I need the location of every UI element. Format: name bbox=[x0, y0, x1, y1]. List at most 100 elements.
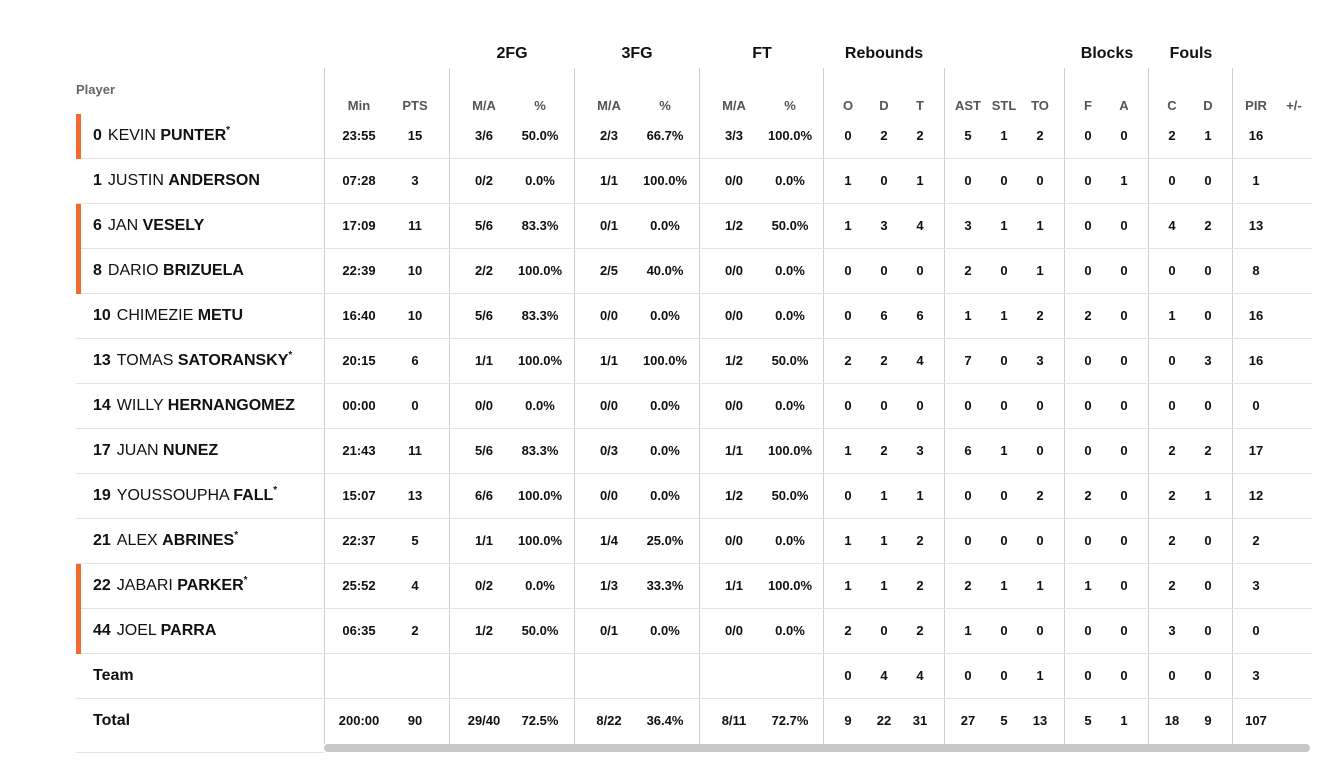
cell-blk-f: 0 bbox=[1084, 533, 1092, 548]
player-name-link[interactable]: 19 YOUSSOUPHA FALL* bbox=[93, 473, 277, 518]
player-row[interactable]: 1 JUSTIN ANDERSON 07:28 3 0/2 0.0% 1/1 100.0% 0/… bbox=[76, 158, 1312, 204]
cell-min: 21:43 bbox=[342, 443, 376, 458]
player-row[interactable]: 44 JOEL PARRA 06:35 2 1/2 50.0% 0/1 0.0% 0/0 0.0%… bbox=[76, 608, 1312, 654]
cell-to: 1 bbox=[1036, 578, 1044, 593]
cell-reb-o: 0 bbox=[844, 263, 852, 278]
cell-stl: 0 bbox=[1000, 398, 1008, 413]
player-num: 6 bbox=[93, 217, 102, 234]
player-first: JOEL bbox=[116, 622, 157, 639]
cell-ft_ma: 0/0 bbox=[724, 623, 744, 638]
cell-reb-d: 2 bbox=[880, 353, 888, 368]
header-pir[interactable]: PIR bbox=[1245, 98, 1267, 113]
player-name-link[interactable]: 8 DARIO BRIZUELA bbox=[93, 248, 244, 293]
header-reb-o[interactable]: O bbox=[842, 98, 854, 113]
header-fg2_ma[interactable]: M/A bbox=[472, 98, 496, 113]
player-row[interactable]: 0 KEVIN PUNTER* 23:55 15 3/6 50.0% 2/3 66.7% 3/3… bbox=[76, 113, 1312, 159]
cell-foul-d: 0 bbox=[1204, 263, 1212, 278]
header-min[interactable]: Min bbox=[347, 98, 371, 113]
header-blk-a[interactable]: A bbox=[1119, 98, 1129, 113]
header-foul-d[interactable]: D bbox=[1203, 98, 1213, 113]
player-name-link[interactable]: 21 ALEX ABRINES* bbox=[93, 518, 238, 563]
cell-stl: 0 bbox=[1000, 623, 1008, 638]
cell-blk-f: 0 bbox=[1084, 623, 1092, 638]
cell-fg3_pct: 100.0% bbox=[642, 353, 688, 368]
cell-fg2_pct: 83.3% bbox=[521, 218, 559, 233]
header-ft_pct[interactable]: % bbox=[784, 98, 796, 113]
cell-blk-f: 0 bbox=[1084, 173, 1092, 188]
cell-reb-t: 2 bbox=[916, 128, 924, 143]
header-fg3_ma[interactable]: M/A bbox=[597, 98, 621, 113]
cell-ft_pct: 100.0% bbox=[767, 128, 813, 143]
header-reb-d[interactable]: D bbox=[879, 98, 889, 113]
header-pts[interactable]: PTS bbox=[402, 98, 428, 113]
player-row[interactable]: 13 TOMAS SATORANSKY* 20:15 6 1/1 100.0% 1/1 100… bbox=[76, 338, 1312, 384]
header-fg2_pct[interactable]: % bbox=[534, 98, 546, 113]
player-row[interactable]: 6 JAN VESELY 17:09 11 5/6 83.3% 0/1 0.0% 1/2 50.0… bbox=[76, 203, 1312, 249]
cell-pts: 5 bbox=[411, 533, 419, 548]
cell-fg2_ma: 5/6 bbox=[474, 308, 494, 323]
cell-fg2_ma: 5/6 bbox=[474, 443, 494, 458]
cell-ast: 0 bbox=[964, 173, 972, 188]
total-row: Total 200:00 90 29/40 72.5% 8/22 36.4% 8/11 72.7… bbox=[76, 698, 1312, 743]
cell-reb-o: 0 bbox=[844, 308, 852, 323]
cell-blk-a: 0 bbox=[1120, 488, 1128, 503]
cell-pir: 16 bbox=[1248, 353, 1264, 368]
starter-marker bbox=[76, 564, 81, 609]
player-name-link[interactable]: 14 WILLY HERNANGOMEZ bbox=[93, 383, 295, 428]
cell-foul-c: 0 bbox=[1168, 263, 1176, 278]
starter-marker bbox=[76, 609, 81, 654]
cell-fg2_pct: 100.0% bbox=[517, 263, 563, 278]
player-name-link[interactable]: 10 CHIMEZIE METU bbox=[93, 293, 243, 338]
player-last: PARKER bbox=[177, 577, 244, 594]
cell-reb-t: 0 bbox=[916, 398, 924, 413]
group-3fg: 3FG bbox=[621, 45, 653, 62]
player-row[interactable]: 21 ALEX ABRINES* 22:37 5 1/1 100.0% 1/4 25.0% 0/… bbox=[76, 518, 1312, 564]
cell-ast: 6 bbox=[964, 443, 972, 458]
header-stl[interactable]: STL bbox=[991, 98, 1017, 113]
cell-fg2_ma: 1/1 bbox=[474, 533, 494, 548]
cell-fg2_pct: 0.0% bbox=[525, 173, 555, 188]
cell-reb-d: 0 bbox=[880, 263, 888, 278]
header-ft_ma[interactable]: M/A bbox=[722, 98, 746, 113]
player-name-link[interactable]: 22 JABARI PARKER* bbox=[93, 563, 248, 608]
player-row[interactable]: 10 CHIMEZIE METU 16:40 10 5/6 83.3% 0/0 0.0% 0/0… bbox=[76, 293, 1312, 339]
cell-ft_pct: 50.0% bbox=[771, 218, 809, 233]
cell-fg3_ma: 1/3 bbox=[599, 578, 619, 593]
player-name-link[interactable]: 0 KEVIN PUNTER* bbox=[93, 113, 230, 158]
cell-fg2_pct: 50.0% bbox=[521, 623, 559, 638]
header-foul-c[interactable]: C bbox=[1167, 98, 1177, 113]
cell-ft_pct: 50.0% bbox=[771, 488, 809, 503]
player-name-link[interactable]: 17 JUAN NUNEZ bbox=[93, 428, 218, 473]
player-row[interactable]: 17 JUAN NUNEZ 21:43 11 5/6 83.3% 0/3 0.0% 1/1 100… bbox=[76, 428, 1312, 474]
cell-reb-t: 31 bbox=[912, 713, 928, 728]
player-row[interactable]: 19 YOUSSOUPHA FALL* 15:07 13 6/6 100.0% 0/0 0.0… bbox=[76, 473, 1312, 519]
player-row[interactable]: 22 JABARI PARKER* 25:52 4 0/2 0.0% 1/3 33.3% 1/1… bbox=[76, 563, 1312, 609]
player-name-link[interactable]: 44 JOEL PARRA bbox=[93, 608, 216, 653]
cell-ft_pct: 0.0% bbox=[775, 533, 805, 548]
cell-fg2_pct: 0.0% bbox=[525, 578, 555, 593]
header-to[interactable]: TO bbox=[1031, 98, 1049, 113]
player-row[interactable]: 8 DARIO BRIZUELA 22:39 10 2/2 100.0% 2/5 40.0% 0… bbox=[76, 248, 1312, 294]
cell-to: 13 bbox=[1032, 713, 1048, 728]
cell-blk-a: 0 bbox=[1120, 353, 1128, 368]
cell-pir: 16 bbox=[1248, 308, 1264, 323]
cell-min: 16:40 bbox=[342, 308, 376, 323]
horizontal-scrollbar[interactable] bbox=[324, 744, 1310, 752]
starter-marker bbox=[76, 249, 81, 294]
player-name-link[interactable]: 13 TOMAS SATORANSKY* bbox=[93, 338, 292, 383]
cell-reb-d: 0 bbox=[880, 398, 888, 413]
cell-fg2_ma: 0/2 bbox=[474, 578, 494, 593]
player-name-link[interactable]: 1 JUSTIN ANDERSON bbox=[93, 158, 260, 203]
header-reb-t[interactable]: T bbox=[916, 98, 924, 113]
header-plus-minus[interactable]: +/- bbox=[1286, 98, 1302, 113]
column-divider bbox=[1064, 68, 1065, 744]
header-blk-f[interactable]: F bbox=[1084, 98, 1092, 113]
cell-stl: 0 bbox=[1000, 173, 1008, 188]
cell-ft_ma: 0/0 bbox=[724, 308, 744, 323]
cell-reb-o: 0 bbox=[844, 128, 852, 143]
header-fg3_pct[interactable]: % bbox=[659, 98, 671, 113]
header-ast[interactable]: AST bbox=[955, 98, 981, 113]
player-row[interactable]: 14 WILLY HERNANGOMEZ 00:00 0 0/0 0.0% 0/0 0.0% 0… bbox=[76, 383, 1312, 429]
cell-fg2_pct: 83.3% bbox=[521, 443, 559, 458]
player-name-link[interactable]: 6 JAN VESELY bbox=[93, 203, 204, 248]
